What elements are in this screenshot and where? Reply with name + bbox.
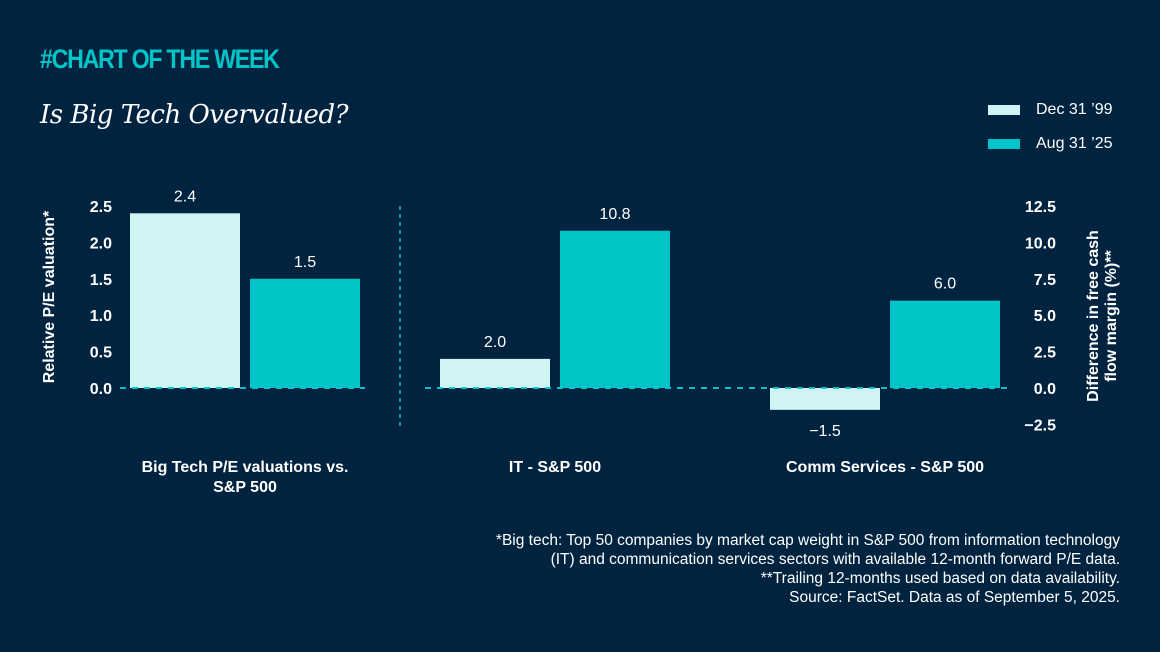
footnote-line: *Big tech: Top 50 companies by market ca… xyxy=(495,532,1120,549)
y-tick-label: 2.0 xyxy=(90,235,112,252)
y-tick-label: 12.5 xyxy=(1025,199,1056,216)
data-label: 6.0 xyxy=(934,276,956,293)
data-label: 2.0 xyxy=(484,334,506,351)
legend-swatch-1999 xyxy=(988,105,1020,115)
kicker-label: #CHART OF THE WEEK xyxy=(40,44,280,74)
legend-item-2025: Aug 31 ’25 xyxy=(988,134,1113,154)
y-tick-label: 10.0 xyxy=(1025,235,1056,252)
bar xyxy=(250,278,360,388)
y-tick-label: 2.5 xyxy=(90,199,112,216)
footnote-line: Source: FactSet. Data as of September 5,… xyxy=(789,589,1120,606)
data-label: 10.8 xyxy=(599,206,630,223)
legend-label-1999: Dec 31 ’99 xyxy=(1036,101,1113,118)
y-tick-label: 1.0 xyxy=(90,308,112,325)
y-tick-label: −2.5 xyxy=(1024,417,1056,434)
data-label: 1.5 xyxy=(294,254,316,271)
data-label: −1.5 xyxy=(809,423,841,440)
y-tick-label: 0.0 xyxy=(90,381,112,398)
footnotes: *Big tech: Top 50 companies by market ca… xyxy=(496,531,1120,607)
data-label: 2.4 xyxy=(174,188,196,205)
bar xyxy=(890,300,1000,388)
y-tick-label: 7.5 xyxy=(1034,272,1056,289)
footnote-line: **Trailing 12-months used based on data … xyxy=(760,570,1120,587)
y-axis-title: flow margin (%)** xyxy=(1103,249,1120,381)
category-label: IT - S&P 500 xyxy=(509,459,601,476)
y-tick-label: 1.5 xyxy=(90,272,112,289)
category-label: S&P 500 xyxy=(213,479,277,496)
y-axis-title: Relative P/E valuation* xyxy=(41,210,58,383)
category-label: Comm Services - S&P 500 xyxy=(786,459,984,476)
chart-title: Is Big Tech Overvalued? xyxy=(40,100,349,130)
bar xyxy=(440,358,550,388)
legend-item-1999: Dec 31 ’99 xyxy=(988,100,1113,120)
y-axis-title: Difference in free cash xyxy=(1085,230,1102,402)
y-tick-label: 0.5 xyxy=(90,345,112,362)
category-label: Big Tech P/E valuations vs. xyxy=(142,459,349,476)
bar xyxy=(130,213,240,388)
y-tick-label: 2.5 xyxy=(1034,345,1056,362)
legend: Dec 31 ’99 Aug 31 ’25 xyxy=(988,100,1113,168)
legend-swatch-2025 xyxy=(988,139,1020,149)
legend-label-2025: Aug 31 ’25 xyxy=(1036,135,1113,152)
bar xyxy=(560,230,670,388)
footnote-line: (IT) and communication services sectors … xyxy=(550,551,1120,568)
bar xyxy=(770,388,880,410)
y-tick-label: 0.0 xyxy=(1034,381,1056,398)
y-tick-label: 5.0 xyxy=(1034,308,1056,325)
